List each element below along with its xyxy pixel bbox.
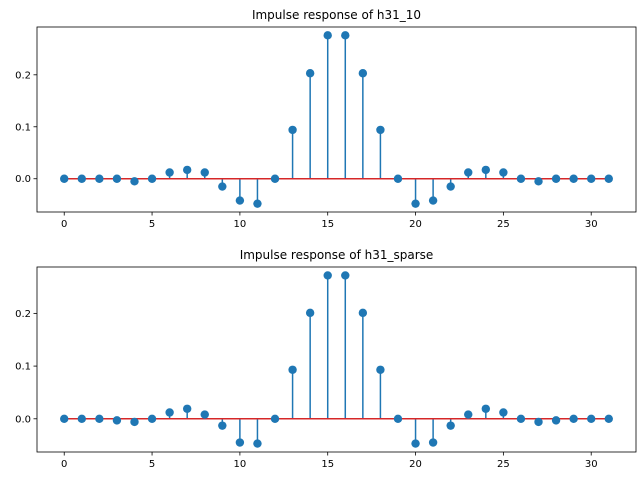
stem-marker: [165, 408, 174, 417]
stem-marker: [428, 196, 438, 205]
stem-marker: [516, 414, 526, 423]
x-tick-label: 10: [234, 459, 247, 470]
stem-marker: [481, 404, 491, 413]
x-tick-label: 20: [409, 219, 422, 230]
stem-marker: [516, 174, 526, 183]
stem-marker: [376, 125, 385, 135]
stem-marker: [253, 439, 262, 448]
stem-marker: [235, 196, 245, 205]
x-tick-label: 5: [149, 459, 155, 470]
stem-marker: [95, 174, 104, 183]
x-tick-label: 5: [149, 219, 155, 230]
stem-marker: [305, 69, 315, 78]
stem-marker: [393, 414, 403, 423]
y-tick-label: 0.2: [15, 309, 31, 320]
stem-marker: [253, 199, 262, 208]
stem-marker: [464, 410, 473, 419]
stem-marker: [95, 414, 104, 423]
stem-marker: [358, 69, 368, 78]
stem-marker: [481, 165, 491, 175]
stem-marker: [323, 31, 332, 40]
x-tick-label: 30: [585, 459, 598, 470]
stem-marker: [60, 174, 69, 183]
stem-marker: [499, 408, 508, 417]
stem-marker: [60, 414, 69, 423]
stem-marker: [358, 308, 368, 318]
stem-marker: [411, 439, 420, 448]
y-tick-label: 0.1: [15, 362, 31, 373]
stem-marker: [235, 438, 245, 447]
x-tick-label: 10: [234, 219, 247, 230]
stem-marker: [288, 365, 297, 374]
stem-marker: [428, 438, 438, 447]
stem-marker: [218, 182, 227, 191]
stem-marker: [341, 31, 350, 40]
stem-marker: [288, 125, 297, 135]
y-tick-label: 0.0: [15, 174, 31, 185]
stem-marker: [587, 414, 596, 423]
stem-marker: [147, 414, 157, 423]
stem-marker: [77, 414, 86, 423]
stem-marker: [376, 365, 385, 374]
x-tick-label: 15: [321, 459, 334, 470]
chart-title: Impulse response of h31_sparse: [240, 248, 434, 262]
axes-frame: [36, 266, 637, 453]
stem-marker: [551, 416, 561, 425]
stem-marker: [323, 271, 332, 280]
chart-title: Impulse response of h31_10: [252, 8, 421, 22]
stem-marker: [270, 174, 280, 183]
stem-marker: [534, 177, 543, 186]
x-tick-label: 25: [497, 219, 510, 230]
stem-marker: [604, 414, 613, 423]
y-tick-label: 0.0: [15, 414, 31, 425]
stem-marker: [393, 174, 403, 183]
stem-marker: [604, 174, 613, 183]
stem-marker: [305, 308, 315, 318]
stem-marker: [569, 174, 578, 183]
stem-marker: [551, 174, 561, 183]
x-tick-label: 15: [321, 219, 334, 230]
subplot-1: Impulse response of h31_10 0 5 10 15 20 25 30 0.…: [15, 8, 637, 230]
stem-marker: [569, 414, 578, 423]
stem-marker: [499, 168, 508, 177]
stem-marker: [341, 271, 350, 280]
x-tick-label: 0: [61, 219, 67, 230]
x-tick-label: 20: [409, 459, 422, 470]
stem-marker: [446, 182, 455, 191]
stem-marker: [147, 174, 157, 183]
stem-marker: [182, 404, 192, 413]
y-tick-label: 0.2: [15, 70, 31, 81]
stem-marker: [587, 174, 596, 183]
y-tick-label: 0.1: [15, 122, 31, 133]
subplot-2: Impulse response of h31_sparse 0 5 10 15 20 25…: [15, 248, 637, 470]
stem-marker: [130, 417, 139, 427]
x-tick-label: 0: [61, 459, 67, 470]
stem-marker: [112, 416, 122, 425]
stem-marker: [270, 414, 280, 423]
x-tick-label: 25: [497, 459, 510, 470]
stem-marker: [200, 410, 209, 419]
stem-marker: [534, 417, 543, 427]
stem-marker: [446, 421, 455, 430]
axes-frame: [36, 26, 637, 213]
stem-marker: [182, 165, 192, 175]
stem-marker: [200, 168, 209, 177]
stem-marker: [165, 168, 174, 177]
stem-marker: [464, 168, 473, 177]
stem-marker: [130, 177, 139, 186]
stem-marker: [77, 174, 86, 183]
stem-marker: [411, 199, 420, 208]
stem-marker: [218, 421, 227, 430]
x-tick-label: 30: [585, 219, 598, 230]
stem-marker: [112, 174, 122, 183]
